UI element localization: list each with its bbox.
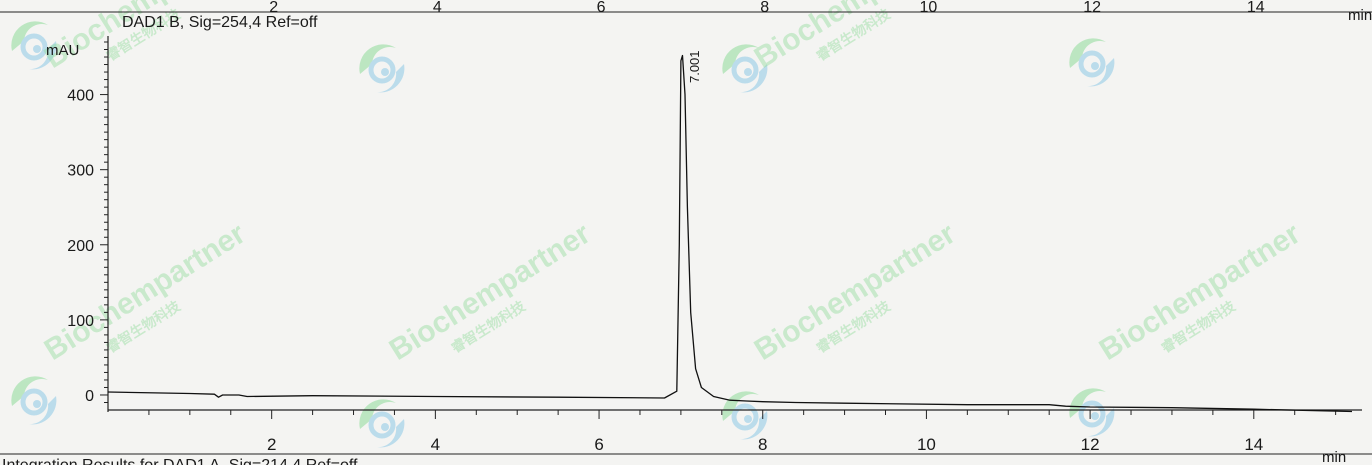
trace-layer	[107, 54, 1353, 413]
signal-trace	[107, 54, 1353, 413]
top-strip-tick-label: 10	[920, 0, 938, 16]
footer-caption: Integration Results for DAD1 A, Sig=214,…	[2, 457, 358, 465]
x-tick-label: 8	[758, 435, 767, 454]
logo-swirl-core	[33, 400, 41, 408]
y-tick-label: 0	[85, 388, 94, 405]
biochempartner-logo-icon	[11, 376, 57, 425]
logo-leaf-green	[359, 44, 396, 74]
watermark-text: Biochempartner	[384, 217, 597, 367]
y-tick-label: 300	[67, 163, 94, 180]
logo-swirl-ring	[1078, 50, 1106, 78]
logo-swirl-ring	[20, 388, 48, 416]
logo-swirl-core	[381, 423, 389, 431]
biochempartner-logo-icon	[1069, 388, 1115, 437]
top-strip-tick-label: 6	[597, 0, 606, 16]
y-tick-label: 400	[67, 88, 94, 105]
x-tick-label: 12	[1081, 435, 1100, 454]
logo-leaf-green	[722, 44, 759, 74]
y-tick-label: 200	[67, 238, 94, 255]
biochempartner-logo-icon	[359, 399, 405, 448]
x-tick-label: 2	[267, 435, 276, 454]
top-strip-tick-label: 12	[1083, 0, 1101, 16]
tick-marks	[100, 41, 1337, 419]
logo-swirl-core	[744, 415, 752, 423]
top-strip-tick-label: 4	[433, 0, 442, 16]
logo-swirl-core	[744, 68, 752, 76]
logo-leaf-blue	[376, 419, 405, 448]
x-axis-unit-label: min	[1322, 449, 1346, 465]
biochempartner-logo-icon	[722, 391, 768, 440]
logo-leaf-green	[722, 391, 759, 421]
biochempartner-logo-icon	[1069, 38, 1115, 87]
y-axis-label: mAU	[46, 42, 79, 59]
peak-retention-label: 7.001	[687, 50, 702, 83]
logo-leaf-blue	[28, 41, 57, 70]
biochempartner-logo-icon	[11, 21, 57, 70]
logo-swirl-ring	[1078, 400, 1106, 428]
logo-leaf-blue	[28, 396, 57, 425]
logo-leaf-green	[11, 376, 48, 406]
chart-text: mAU min DAD1 B, Sig=254,4 Ref=off 7.001 Inte…	[2, 14, 1346, 465]
watermark-text: Biochempartner	[1094, 217, 1307, 367]
top-strip-tick-label: 8	[760, 0, 769, 16]
logo-swirl-ring	[731, 403, 759, 431]
x-tick-label: 4	[431, 435, 440, 454]
top-strip-tick-label: 2	[269, 0, 278, 16]
y-tick-label: 100	[67, 313, 94, 330]
logo-leaf-blue	[376, 64, 405, 93]
logo-leaf-green	[11, 21, 48, 51]
logo-leaf-blue	[1086, 408, 1115, 437]
logo-leaf-blue	[739, 411, 768, 440]
logo-swirl-ring	[368, 411, 396, 439]
chart-title: DAD1 B, Sig=254,4 Ref=off	[122, 14, 318, 31]
biochempartner-logo-icon	[722, 44, 768, 93]
logo-leaf-green	[1069, 38, 1106, 68]
top-strip-unit: min	[1348, 7, 1372, 24]
x-tick-label: 6	[594, 435, 603, 454]
logo-swirl-ring	[731, 56, 759, 84]
biochempartner-logo-icon	[359, 44, 405, 93]
logo-swirl-ring	[20, 33, 48, 61]
logo-swirl-ring	[368, 56, 396, 84]
logo-swirl-core	[1091, 62, 1099, 70]
logo-swirl-core	[381, 68, 389, 76]
x-tick-label: 14	[1244, 435, 1263, 454]
watermark-text: Biochempartner	[749, 217, 962, 367]
axes	[0, 11, 1372, 455]
logo-swirl-core	[1091, 412, 1099, 420]
top-strip-tick-label: 14	[1247, 0, 1265, 16]
logo-swirl-core	[33, 45, 41, 53]
logo-leaf-green	[359, 399, 396, 429]
x-tick-label: 10	[917, 435, 936, 454]
tick-labels: 2 4 6 8 10 12 14 min 0 100 200 300 400 2 4 6 8 10 12 14	[67, 0, 1372, 454]
logo-leaf-blue	[739, 64, 768, 93]
logo-leaf-blue	[1086, 58, 1115, 87]
